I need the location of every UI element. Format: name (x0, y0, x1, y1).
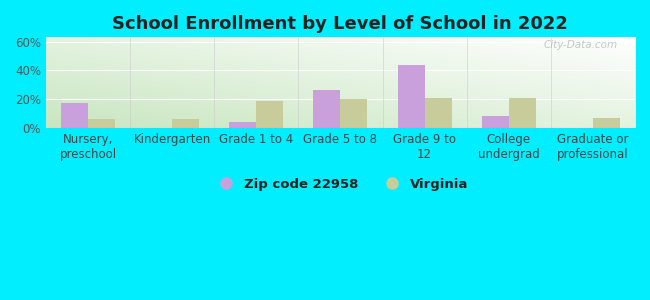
Bar (313, 91, 341, 128)
Bar (482, 116, 509, 128)
Title: School Enrollment by Level of School in 2022: School Enrollment by Level of School in … (112, 15, 568, 33)
Bar (341, 99, 367, 128)
Bar (256, 100, 283, 128)
Text: City-Data.com: City-Data.com (543, 40, 618, 50)
Bar (593, 118, 620, 128)
Bar (229, 122, 256, 128)
Legend: Zip code 22958, Virginia: Zip code 22958, Virginia (207, 172, 474, 196)
Bar (398, 64, 424, 128)
Bar (509, 98, 536, 128)
Bar (61, 103, 88, 128)
Bar (424, 98, 452, 128)
Bar (172, 119, 199, 128)
Bar (88, 119, 115, 128)
